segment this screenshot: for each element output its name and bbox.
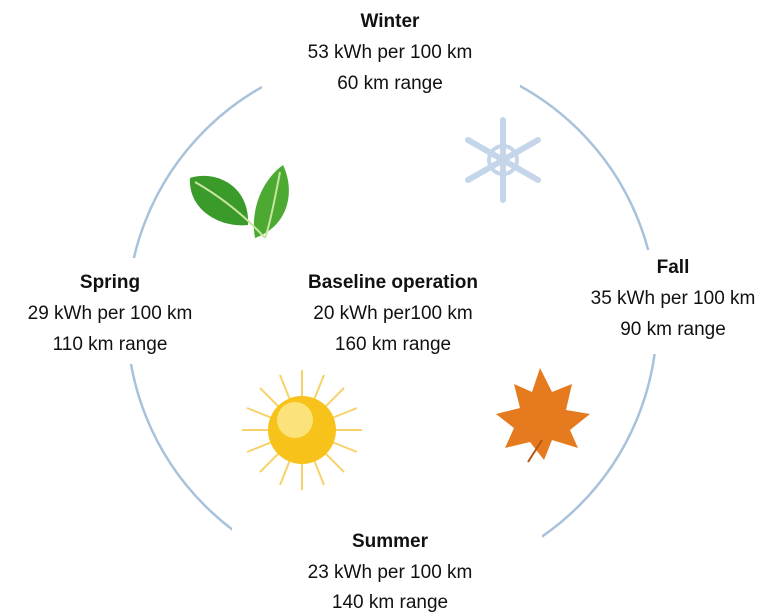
consumption: 35 kWh per 100 km (591, 288, 756, 309)
gap (565, 250, 780, 354)
consumption: 29 kWh per 100 km (28, 303, 193, 324)
range: 110 km range (53, 334, 168, 355)
summer-label: Summer 23 kWh per 100 km 140 km range (308, 531, 473, 613)
range: 140 km range (332, 592, 448, 613)
winter-label: Winter 53 kWh per 100 km 60 km range (308, 11, 473, 94)
gap (262, 0, 520, 100)
season-title: Spring (80, 272, 140, 293)
leaves-icon (189, 165, 289, 239)
sun-icon (242, 370, 362, 490)
fall-label: Fall 35 kWh per 100 km 90 km range (591, 257, 756, 340)
baseline-label: Baseline operation 20 kWh per100 km 160 … (308, 272, 478, 355)
range: 60 km range (337, 73, 443, 94)
range: 160 km range (335, 334, 451, 355)
consumption: 23 kWh per 100 km (308, 562, 473, 583)
season-title: Winter (361, 11, 421, 32)
consumption: 20 kWh per100 km (313, 303, 472, 324)
gap (232, 522, 542, 614)
season-title: Baseline operation (308, 272, 478, 293)
maple-leaf-icon (496, 368, 590, 463)
season-title: Fall (657, 257, 690, 278)
consumption: 53 kWh per 100 km (308, 42, 473, 63)
spring-label: Spring 29 kWh per 100 km 110 km range (28, 272, 193, 355)
snowflake-icon (465, 117, 541, 203)
season-title: Summer (352, 531, 429, 552)
range: 90 km range (620, 319, 726, 340)
gap (0, 258, 215, 364)
